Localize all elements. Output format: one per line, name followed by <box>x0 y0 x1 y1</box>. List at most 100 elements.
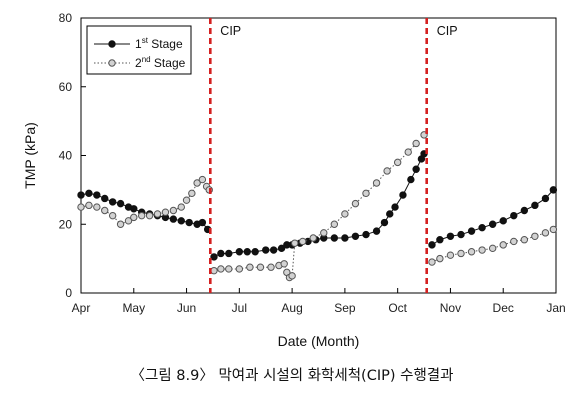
legend: 1st Stage 2nd Stage <box>86 25 192 75</box>
data-point <box>188 189 196 198</box>
data-point <box>362 230 370 239</box>
data-point <box>478 223 486 232</box>
y-tick-label: 40 <box>59 149 73 163</box>
plot-area: 0 20 40 60 80 Apr May Jun Jul Aug Sep Oct Nov Dec Jan D… <box>22 11 566 349</box>
x-tick-label: Jul <box>232 301 247 315</box>
data-point <box>446 232 455 240</box>
data-point <box>193 179 201 187</box>
x-tick-label: May <box>122 301 145 315</box>
data-point <box>510 211 518 220</box>
x-tick-label: Dec <box>493 301 514 315</box>
data-point <box>412 139 420 148</box>
data-point <box>85 189 93 198</box>
data-point <box>93 203 101 211</box>
y-tick-label: 80 <box>59 11 73 25</box>
data-point <box>169 215 178 223</box>
data-point <box>531 232 539 240</box>
data-point <box>386 210 394 218</box>
series-2 <box>77 131 558 282</box>
data-point <box>137 211 146 220</box>
y-tick-label: 60 <box>59 80 73 94</box>
x-tick-label: Apr <box>72 301 91 315</box>
data-point <box>267 263 275 271</box>
data-point <box>217 249 225 258</box>
data-point <box>531 201 539 210</box>
legend-marker <box>108 59 116 67</box>
data-point <box>488 244 497 253</box>
data-point <box>161 208 170 216</box>
data-point <box>130 213 138 222</box>
data-point <box>235 265 244 273</box>
data-point <box>210 266 218 275</box>
data-point <box>101 206 109 215</box>
data-point <box>549 225 558 234</box>
legend-label: 2nd Stage <box>135 55 186 70</box>
y-axis-title: TMP (kPa) <box>22 122 38 189</box>
x-tick-label: Sep <box>334 301 356 315</box>
data-point <box>198 218 207 227</box>
data-point <box>108 211 117 220</box>
data-point <box>520 236 529 244</box>
data-point <box>404 148 412 156</box>
data-point <box>85 201 93 210</box>
data-point <box>77 203 85 211</box>
data-point <box>235 248 244 256</box>
data-point <box>407 175 415 184</box>
data-point <box>256 263 265 271</box>
legend-marker <box>108 40 116 48</box>
data-point <box>225 249 233 258</box>
y-tick-label: 20 <box>59 217 73 231</box>
data-point <box>362 189 370 198</box>
data-point <box>101 194 109 203</box>
legend-box <box>86 25 192 75</box>
x-axis-title: Date (Month) <box>278 333 360 349</box>
x-tick-label: Jun <box>177 301 196 315</box>
data-point <box>210 253 218 261</box>
data-point <box>549 186 558 194</box>
x-tick-label: Jan <box>546 301 565 315</box>
data-point <box>320 229 328 237</box>
data-point <box>341 210 349 218</box>
data-point <box>478 246 486 254</box>
data-point <box>217 265 225 273</box>
x-tick-label: Aug <box>281 301 302 315</box>
series-1 <box>77 150 558 261</box>
data-point <box>499 241 507 249</box>
data-point <box>269 246 278 254</box>
legend-label: 1st Stage <box>135 36 183 51</box>
data-point <box>488 220 497 228</box>
data-point <box>309 234 317 242</box>
data-point <box>153 210 162 218</box>
series-line <box>213 143 417 279</box>
data-point <box>130 205 138 213</box>
data-point <box>372 227 381 235</box>
data-point <box>467 248 476 256</box>
x-tick-label: Oct <box>388 301 407 315</box>
data-point <box>510 237 518 246</box>
data-point <box>246 263 254 271</box>
data-point <box>124 217 133 225</box>
data-point <box>351 199 360 208</box>
data-point <box>77 191 85 199</box>
data-point <box>225 265 233 273</box>
data-point <box>457 230 465 239</box>
data-point <box>380 218 389 227</box>
data-point <box>291 239 299 247</box>
data-point <box>351 232 360 240</box>
data-point <box>372 179 381 187</box>
data-point <box>383 167 391 175</box>
data-point <box>541 194 550 203</box>
data-point <box>298 237 307 246</box>
figure-caption: 〈그림 8.9〉 막여과 시설의 화학세척(CIP) 수행결과 <box>130 368 454 384</box>
y-tick-label: 0 <box>65 286 72 300</box>
data-point <box>169 206 178 215</box>
data-point <box>93 191 101 199</box>
data-point <box>330 234 339 242</box>
data-point <box>185 218 193 227</box>
data-point <box>341 234 349 242</box>
data-point <box>243 248 251 256</box>
data-point <box>457 249 465 258</box>
cip-label-2: CIP <box>437 24 458 38</box>
data-point <box>520 206 529 215</box>
